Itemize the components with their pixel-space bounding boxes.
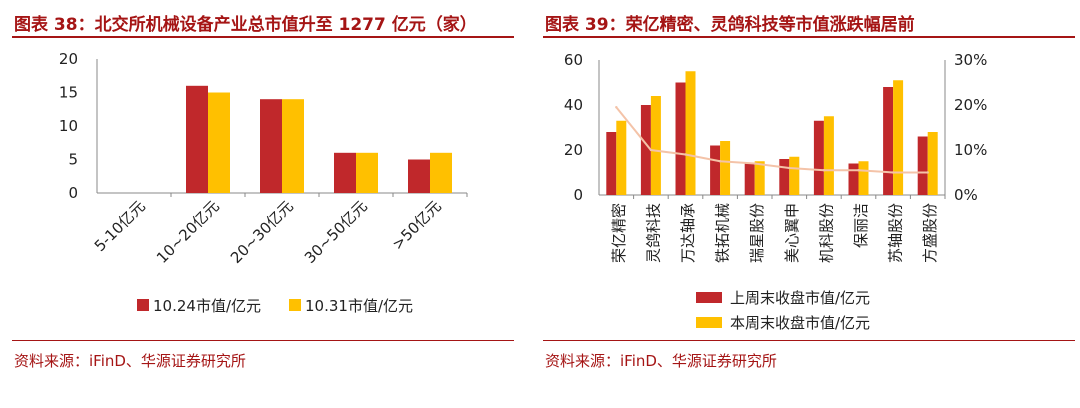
y-tick-label: 20 (564, 141, 583, 159)
y-tick-label: 0 (573, 186, 583, 204)
x-tick-label: >50亿元 (389, 197, 445, 253)
legend-swatch (289, 299, 301, 311)
bar-series-2 (430, 152, 452, 193)
x-tick-label: 20~30亿元 (227, 197, 297, 267)
y2-tick-label: 0% (954, 186, 978, 204)
source-rule (543, 340, 1075, 341)
legend-swatch (696, 317, 722, 328)
y-tick-label: 5 (68, 151, 78, 169)
y-tick-label: 20 (59, 50, 78, 68)
bar-series-1 (813, 120, 824, 195)
bar-series-1 (334, 152, 356, 193)
x-tick-label: 10~20亿元 (153, 197, 223, 267)
bar-series-1 (675, 82, 686, 195)
bar-series-1 (408, 159, 430, 193)
bar-series-2 (754, 161, 765, 195)
bar-series-2 (893, 80, 904, 195)
bar-series-2 (282, 99, 304, 193)
bar-series-1 (260, 99, 282, 193)
bar-series-2 (650, 96, 661, 195)
x-tick-label: 灵鸽科技 (644, 203, 662, 263)
bar-series-2 (823, 116, 834, 195)
bar-series-1 (186, 85, 208, 193)
bar-series-2 (789, 156, 800, 195)
change-point (788, 166, 791, 170)
bar-series-2 (720, 141, 731, 195)
bar-series-2 (208, 92, 230, 193)
x-tick-label: 瑞星股份 (748, 203, 766, 263)
right-chart-panel: 图表 39：荣亿精密、灵鸽科技等市值涨跌幅居前 60 40 20 0 30% 20% 10%… (541, 0, 1080, 408)
left-chart-source: 资料来源：iFinD、华源证券研究所 (14, 352, 246, 370)
bar-series-1 (710, 145, 721, 195)
change-point (753, 162, 756, 165)
y-tick-label: 0 (68, 184, 78, 202)
source-rule (12, 340, 514, 341)
bar-series-1 (606, 132, 617, 195)
y-tick-label: 15 (59, 84, 78, 102)
change-point (615, 106, 618, 109)
bar-series-2 (927, 132, 938, 195)
bar-series-2 (616, 120, 627, 195)
change-point (649, 148, 653, 152)
legend-label: 上周末收盘市值/亿元 (730, 289, 870, 307)
change-point (718, 160, 722, 163)
x-tick-label: 方盛股份 (921, 203, 939, 263)
bar-series-1 (848, 163, 859, 195)
y2-tick-label: 30% (954, 51, 987, 69)
x-tick-label: 5-10亿元 (91, 197, 149, 255)
y2-tick-label: 20% (954, 96, 987, 114)
change-point (926, 171, 929, 174)
legend-label: 本周末收盘市值/亿元 (730, 314, 870, 332)
right-chart-source: 资料来源：iFinD、华源证券研究所 (545, 352, 777, 370)
bar-series-2 (685, 71, 696, 195)
left-chart: 20 15 10 5 0 5-10亿元 10~20亿元 20~30亿元 30~50亿元 >50亿元… (59, 50, 468, 315)
title-rule (12, 36, 514, 38)
change-point (822, 169, 826, 172)
bar-series-1 (779, 159, 790, 195)
bar-series-1 (917, 136, 928, 195)
bar-series-2 (858, 161, 869, 195)
x-tick-label: 保丽洁 (852, 203, 870, 248)
legend-label: 10.31市值/亿元 (305, 297, 413, 315)
legend-swatch (696, 292, 722, 303)
legend-swatch (137, 299, 149, 311)
y-tick-label: 10 (59, 117, 78, 135)
change-line (615, 106, 928, 174)
change-point (684, 153, 687, 156)
legend-label: 10.24市值/亿元 (153, 297, 261, 315)
y-tick-label: 60 (564, 51, 583, 69)
x-tick-label: 30~50亿元 (301, 197, 371, 267)
bar-series-1 (883, 87, 894, 195)
left-chart-title: 图表 38：北交所机械设备产业总市值升至 1277 亿元（家） (14, 15, 477, 35)
x-tick-label: 苏轴股份 (887, 203, 905, 263)
x-tick-label: 美心翼申 (783, 203, 801, 263)
change-point (891, 171, 895, 174)
bar-series-1 (640, 105, 651, 195)
bar-series-2 (356, 152, 378, 193)
change-point (857, 169, 860, 172)
x-tick-label: 铁拓机械 (714, 203, 732, 263)
y-tick-label: 40 (564, 96, 583, 114)
x-tick-label: 机科股份 (817, 203, 835, 263)
bar-series-1 (744, 163, 755, 195)
title-rule (543, 36, 1075, 38)
left-chart-panel: 图表 38：北交所机械设备产业总市值升至 1277 亿元（家） 20 15 10 5 0… (0, 0, 520, 408)
y2-tick-label: 10% (954, 141, 987, 159)
x-tick-label: 万达轴承 (679, 203, 697, 263)
right-chart: 60 40 20 0 30% 20% 10% 0% 荣亿精密 灵鸽科技 万达轴承 铁拓机械 瑞星股份 美心… (564, 51, 987, 332)
right-chart-title: 图表 39：荣亿精密、灵鸽科技等市值涨跌幅居前 (545, 15, 915, 35)
x-tick-label: 荣亿精密 (610, 203, 628, 263)
